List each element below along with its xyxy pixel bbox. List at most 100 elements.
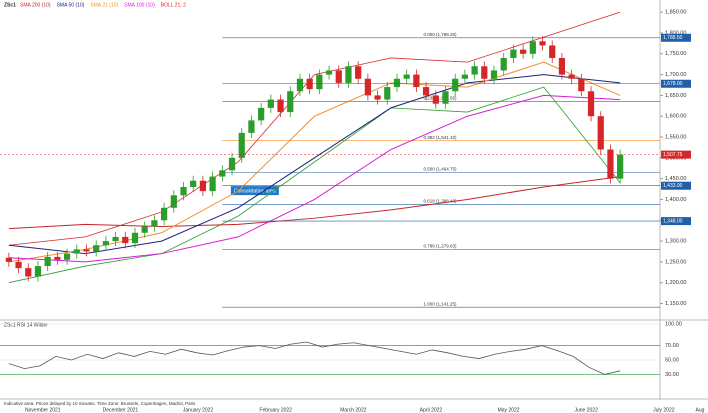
bollinger-upper <box>8 11 621 246</box>
candle-body <box>190 180 197 187</box>
y-tick-label: 1,200.00 <box>665 280 686 286</box>
candle-body <box>549 45 556 58</box>
candle-body <box>403 74 410 79</box>
y-tick-label: 1,250.00 <box>665 259 686 265</box>
rsi-line <box>8 341 621 375</box>
x-tick-label: December 2021 <box>103 407 139 413</box>
x-tick-label: November 2021 <box>25 407 61 413</box>
candle-body <box>228 157 236 171</box>
candle-body <box>578 78 585 92</box>
x-tick-label: January 2022 <box>183 407 214 413</box>
price-marker-box <box>661 33 691 42</box>
x-tick-label: July 2022 <box>653 407 675 413</box>
y-tick-label: 1,150.00 <box>665 301 686 307</box>
x-tick-label: February 2022 <box>259 407 292 413</box>
rsi-tick-label: 100.00 <box>665 321 682 327</box>
footer: Indicative area. Prices delayed by 10 mi… <box>4 401 196 406</box>
candle-body <box>25 268 32 277</box>
sma-line <box>8 61 621 263</box>
candle-body <box>258 107 265 121</box>
candle-body <box>316 74 323 90</box>
annotation-box <box>230 186 279 196</box>
candle-body <box>529 41 536 54</box>
candle-body <box>413 74 420 88</box>
price-marker-label: 1,348.00 <box>663 218 683 224</box>
candle-body <box>597 116 604 150</box>
y-tick-label: 1,750.00 <box>665 51 686 57</box>
price-marker-label: 1,678.00 <box>663 81 683 87</box>
candle-body <box>199 180 207 192</box>
rsi-tick-label: 70.00 <box>665 343 679 349</box>
y-tick-label: 1,550.00 <box>665 134 686 140</box>
candle-body <box>238 132 245 158</box>
x-tick-label: April 2022 <box>420 407 443 413</box>
legend-entry: SMA 50 (10) <box>57 2 85 8</box>
candle-body <box>277 99 284 113</box>
candle-body <box>170 195 177 208</box>
candle-body <box>219 170 226 177</box>
price-marker-label: 1,788.50 <box>663 35 683 41</box>
x-tick-label: Aug <box>696 407 705 413</box>
candle-body <box>422 87 430 96</box>
candle-body <box>141 226 148 233</box>
candle-body <box>267 99 274 108</box>
candle-body <box>442 91 449 104</box>
candle-body <box>393 78 401 88</box>
candle-body <box>539 41 546 46</box>
legend-entry: SMA 200 (10) <box>20 2 51 8</box>
price-marker-label: 1,507.75 <box>663 152 683 158</box>
y-tick-label: 1,700.00 <box>665 72 686 78</box>
fib-label: 0.000 (1,788.25) <box>423 32 457 37</box>
x-tick-label: March 2022 <box>340 407 367 413</box>
candle-body <box>345 66 352 83</box>
candle-body <box>112 236 119 242</box>
candle-body <box>364 78 371 96</box>
candle-body <box>83 249 90 252</box>
candle-body <box>617 154 624 179</box>
candle-body <box>180 186 187 196</box>
y-tick-label: 1,300.00 <box>665 239 686 245</box>
candle-body <box>461 74 469 79</box>
legend-entry: SMA 100 (10) <box>124 2 155 8</box>
candle-body <box>452 78 459 92</box>
candle-body <box>568 74 575 79</box>
candle-body <box>296 78 304 92</box>
candle-body <box>131 232 139 244</box>
legend-symbol: ZSc1 <box>4 2 16 8</box>
annotation: Consolidation area <box>234 188 276 194</box>
price-marker-box <box>661 181 691 190</box>
candle-body <box>73 249 80 254</box>
candle-body <box>54 256 61 260</box>
fib-label: 0.500 (1,464.75) <box>423 167 457 172</box>
fib-label: 0.618 (1,388.40) <box>423 198 457 203</box>
y-tick-label: 1,800.00 <box>665 30 686 36</box>
legend-entry: SMA 21 (10) <box>90 2 118 8</box>
y-tick-label: 1,600.00 <box>665 114 686 120</box>
y-tick-label: 1,650.00 <box>665 93 686 99</box>
x-tick-label: May 2022 <box>498 407 520 413</box>
candle-body <box>209 176 216 192</box>
sma-line <box>8 74 621 255</box>
sma-line <box>8 94 621 263</box>
candle-body <box>160 207 168 221</box>
candle-body <box>520 49 527 54</box>
candle-body <box>471 66 478 75</box>
price-marker-box <box>661 150 691 159</box>
rsi-tick-label: 50.00 <box>665 357 679 363</box>
candle-body <box>510 49 517 58</box>
fib-label: 0.786 (1,279.63) <box>423 244 457 249</box>
candle-body <box>34 266 42 277</box>
candle-body <box>63 253 71 260</box>
candle-body <box>102 241 109 246</box>
rsi-title: ZSc1 RSI 14 Wilder <box>4 322 48 328</box>
candle-body <box>44 256 51 267</box>
candle-body <box>500 57 507 71</box>
candle-body <box>287 91 294 113</box>
candle-body <box>248 120 255 133</box>
candle-body <box>122 236 129 244</box>
candle-body <box>432 95 439 104</box>
legend-entry: BOLL 21, 2 <box>161 2 186 8</box>
candle-body <box>481 66 488 79</box>
